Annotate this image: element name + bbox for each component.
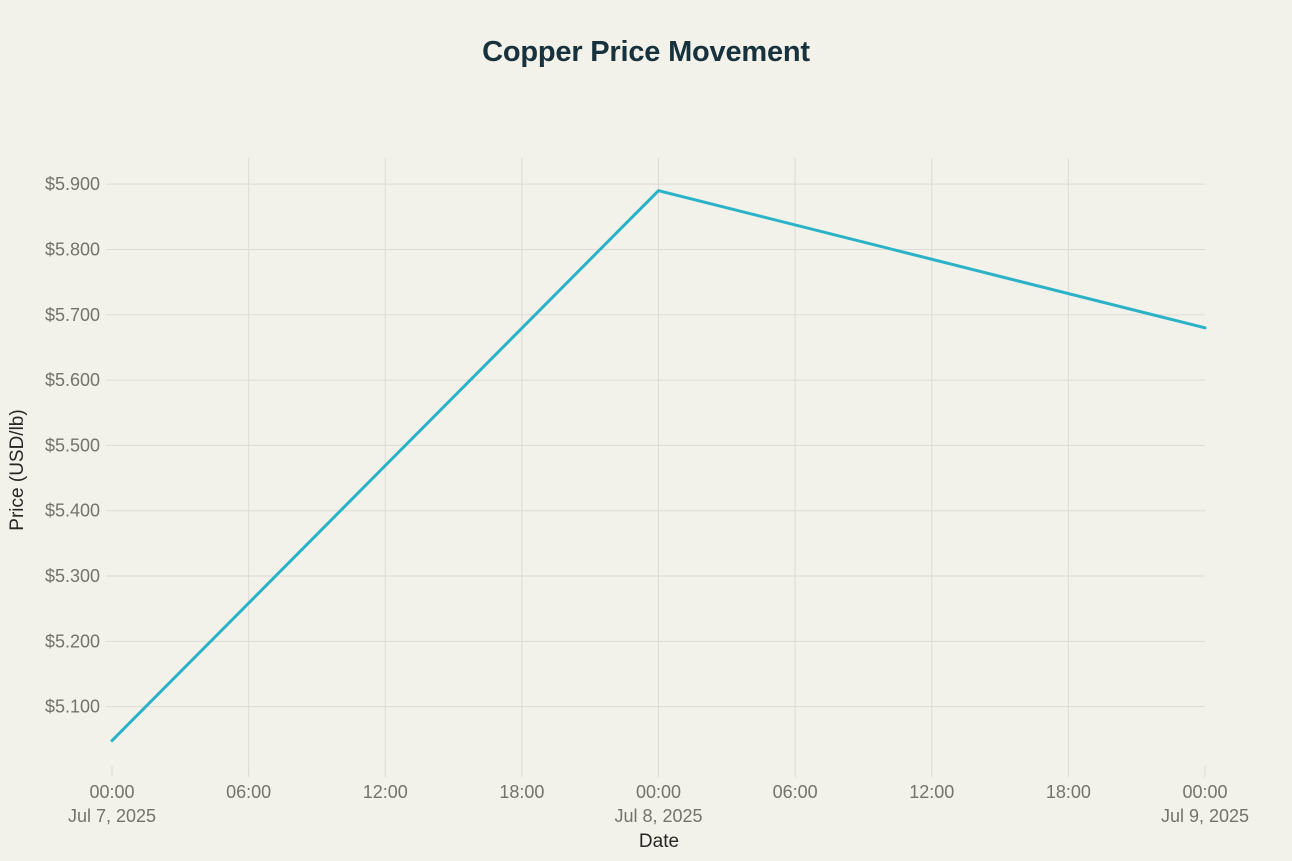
- y-tick-label: $5.300: [45, 566, 100, 586]
- y-tick-label: $5.700: [45, 305, 100, 325]
- x-tick-date: Jul 7, 2025: [68, 806, 156, 826]
- y-tick-label: $5.900: [45, 174, 100, 194]
- y-tick-label: $5.500: [45, 435, 100, 455]
- x-tick-label: 12:00: [909, 782, 954, 802]
- y-tick-label: $5.800: [45, 239, 100, 259]
- x-tick-label: 18:00: [499, 782, 544, 802]
- x-axis-title: Date: [638, 831, 680, 852]
- x-tick-date: Jul 8, 2025: [614, 806, 702, 826]
- y-axis-title: Price (USD/lb): [7, 409, 28, 531]
- x-tick-date: Jul 9, 2025: [1161, 806, 1249, 826]
- x-tick-label: 06:00: [773, 782, 818, 802]
- price-line: [110, 188, 1207, 743]
- chart-title: Copper Price Movement: [482, 36, 810, 68]
- x-tick-label: 00:00: [89, 782, 134, 802]
- x-tick-label: 00:00: [1182, 782, 1227, 802]
- y-tick-label: $5.100: [45, 697, 100, 717]
- y-tick-label: $5.600: [45, 370, 100, 390]
- x-tick-label: 18:00: [1046, 782, 1091, 802]
- x-tick-label: 12:00: [363, 782, 408, 802]
- y-tick-label: $5.400: [45, 501, 100, 521]
- y-tick-label: $5.200: [45, 631, 100, 651]
- x-tick-label: 06:00: [226, 782, 271, 802]
- x-tick-label: 00:00: [636, 782, 681, 802]
